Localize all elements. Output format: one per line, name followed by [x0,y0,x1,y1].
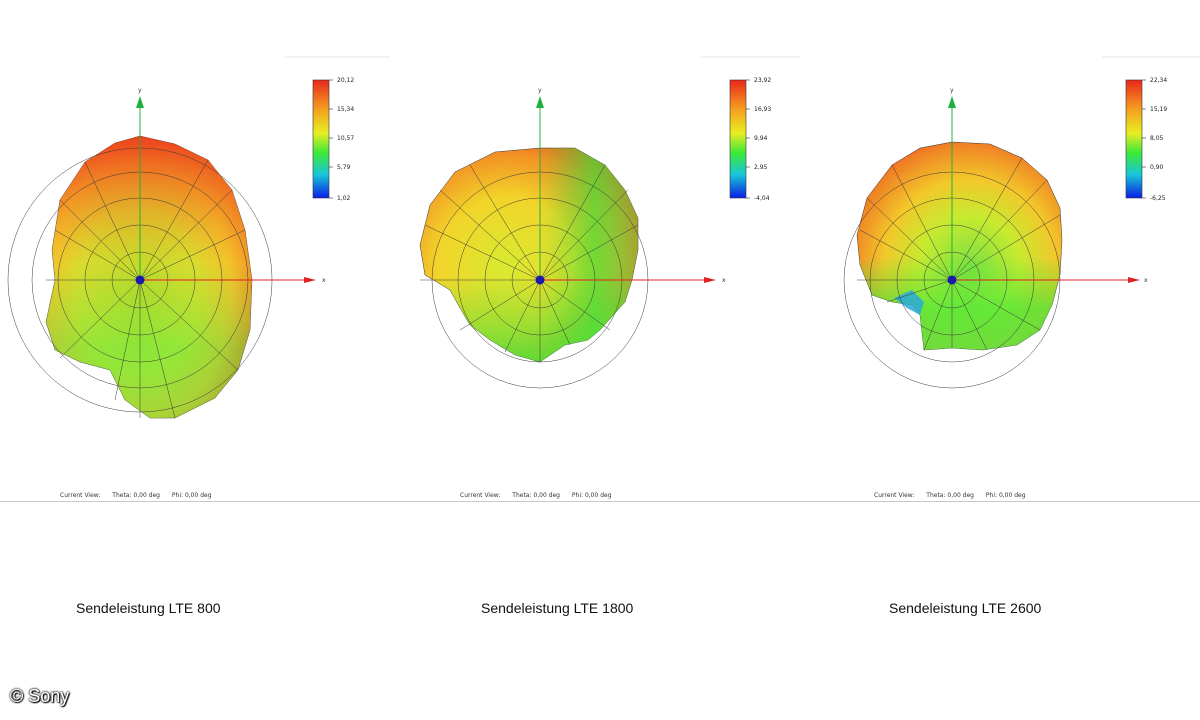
scale-label-2: 15,34 [337,106,354,113]
caption-lte1800: Sendeleistung LTE 1800 [481,600,634,616]
caption-lte800: Sendeleistung LTE 800 [76,600,221,616]
origin-dot [535,275,545,285]
current-view-label: Current View: [874,492,915,499]
x-axis-label: x [1144,277,1148,284]
origin-dot [947,275,957,285]
current-view-label: Current View: [60,492,101,499]
phi-readout: Phi: 0,00 deg [571,492,612,499]
scale-label-max: 22,34 [1150,77,1167,84]
phi-readout: Phi: 0,00 deg [985,492,1026,499]
color-scale-bar [729,79,747,199]
scale-label-3: 9,94 [754,135,768,142]
scale-label-4: 5,79 [337,164,351,171]
radiation-pattern-panel-lte800: y x 20,12 15,34 10,57 5,79 1,02 Current … [0,40,400,510]
section-divider [0,501,1200,502]
scale-label-min: -4,04 [754,195,770,202]
phi-readout: Phi: 0,00 deg [171,492,212,499]
color-scale-bar [1125,79,1143,199]
scale-label-3: 10,57 [337,135,354,142]
copyright-watermark: © Sony [10,686,70,706]
scale-label-3: 8,05 [1150,135,1164,142]
color-scale-labels: 20,12 15,34 10,57 5,79 1,02 [337,77,354,202]
color-scale-labels: 23,92 16,93 9,94 2,95 -4,04 [754,77,771,202]
scale-label-min: -6,25 [1150,195,1166,202]
radiation-pattern-plot: y x 20,12 15,34 10,57 5,79 1,02 [7,56,390,419]
x-axis-label: x [722,277,726,284]
y-axis-label: y [950,87,954,94]
y-axis-label: y [138,87,142,94]
theta-readout: Theta: 0,00 deg [926,492,974,499]
scale-label-max: 20,12 [337,77,354,84]
current-view-readout: Current View: Theta: 0,00 deg Phi: 0,00 … [460,492,622,499]
scale-label-4: 2,95 [754,164,768,171]
scale-label-4: 0,90 [1150,164,1164,171]
theta-readout: Theta: 0,00 deg [512,492,560,499]
low-level-region [894,290,924,315]
radiation-pattern-panel-lte2600: y x 22,34 15,19 8,05 0,90 -6,25 Current … [812,40,1200,510]
radiation-pattern-plot: y x 23,92 16,93 9,94 2,95 -4,04 [419,56,800,389]
polar-grid [7,136,273,419]
radiation-pattern-panel-lte1800: y x 23,92 16,93 9,94 2,95 -4,04 Current … [400,40,800,510]
scale-label-2: 15,19 [1150,106,1167,113]
caption-lte2600: Sendeleistung LTE 2600 [889,600,1042,616]
scale-label-min: 1,02 [337,195,351,202]
color-scale-bar [312,79,330,199]
theta-readout: Theta: 0,00 deg [112,492,160,499]
current-view-readout: Current View: Theta: 0,00 deg Phi: 0,00 … [60,492,222,499]
scale-label-max: 23,92 [754,77,771,84]
y-axis-label: y [538,87,542,94]
current-view-readout: Current View: Theta: 0,00 deg Phi: 0,00 … [874,492,1036,499]
current-view-label: Current View: [460,492,501,499]
radiation-pattern-plot: y x 22,34 15,19 8,05 0,90 -6,25 [843,56,1200,389]
x-axis-label: x [322,277,326,284]
origin-dot [135,275,145,285]
color-scale-labels: 22,34 15,19 8,05 0,90 -6,25 [1150,77,1167,202]
scale-label-2: 16,93 [754,106,771,113]
